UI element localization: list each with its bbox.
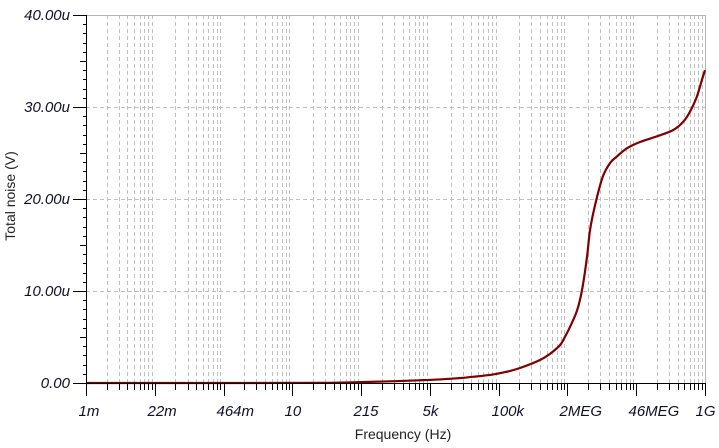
y-tick-label: 30.00u <box>24 99 71 116</box>
x-tick-label: 46MEG <box>629 403 680 420</box>
x-tick-label: 215 <box>353 403 380 420</box>
x-tick-label: 100k <box>492 403 526 420</box>
x-tick-label: 10 <box>285 403 302 420</box>
x-tick-label: 22m <box>147 403 177 420</box>
y-tick-label: 10.00u <box>24 283 71 300</box>
x-tick-label: 5k <box>423 403 440 420</box>
plot-series <box>86 69 707 385</box>
y-tick-label: 20.00u <box>23 191 71 208</box>
y-tick-label: 0.00 <box>41 375 71 392</box>
x-tick-label: 2MEG <box>559 403 603 420</box>
x-tick-label: 464m <box>217 403 255 420</box>
tick-labels: 1m 22m 464m 10 215 5k 100k 2MEG 46MEG 1G 0.00 10.00… <box>23 7 716 420</box>
x-tick-label: 1m <box>79 403 100 420</box>
y-tick-label: 40.00u <box>24 7 71 24</box>
x-axis-title: Frequency (Hz) <box>355 426 451 442</box>
y-axis-title: Total noise (V) <box>2 151 18 240</box>
total-noise-curve <box>86 69 707 385</box>
grid-lines <box>86 15 706 383</box>
axes <box>73 15 706 396</box>
x-tick-label: 1G <box>696 403 716 420</box>
